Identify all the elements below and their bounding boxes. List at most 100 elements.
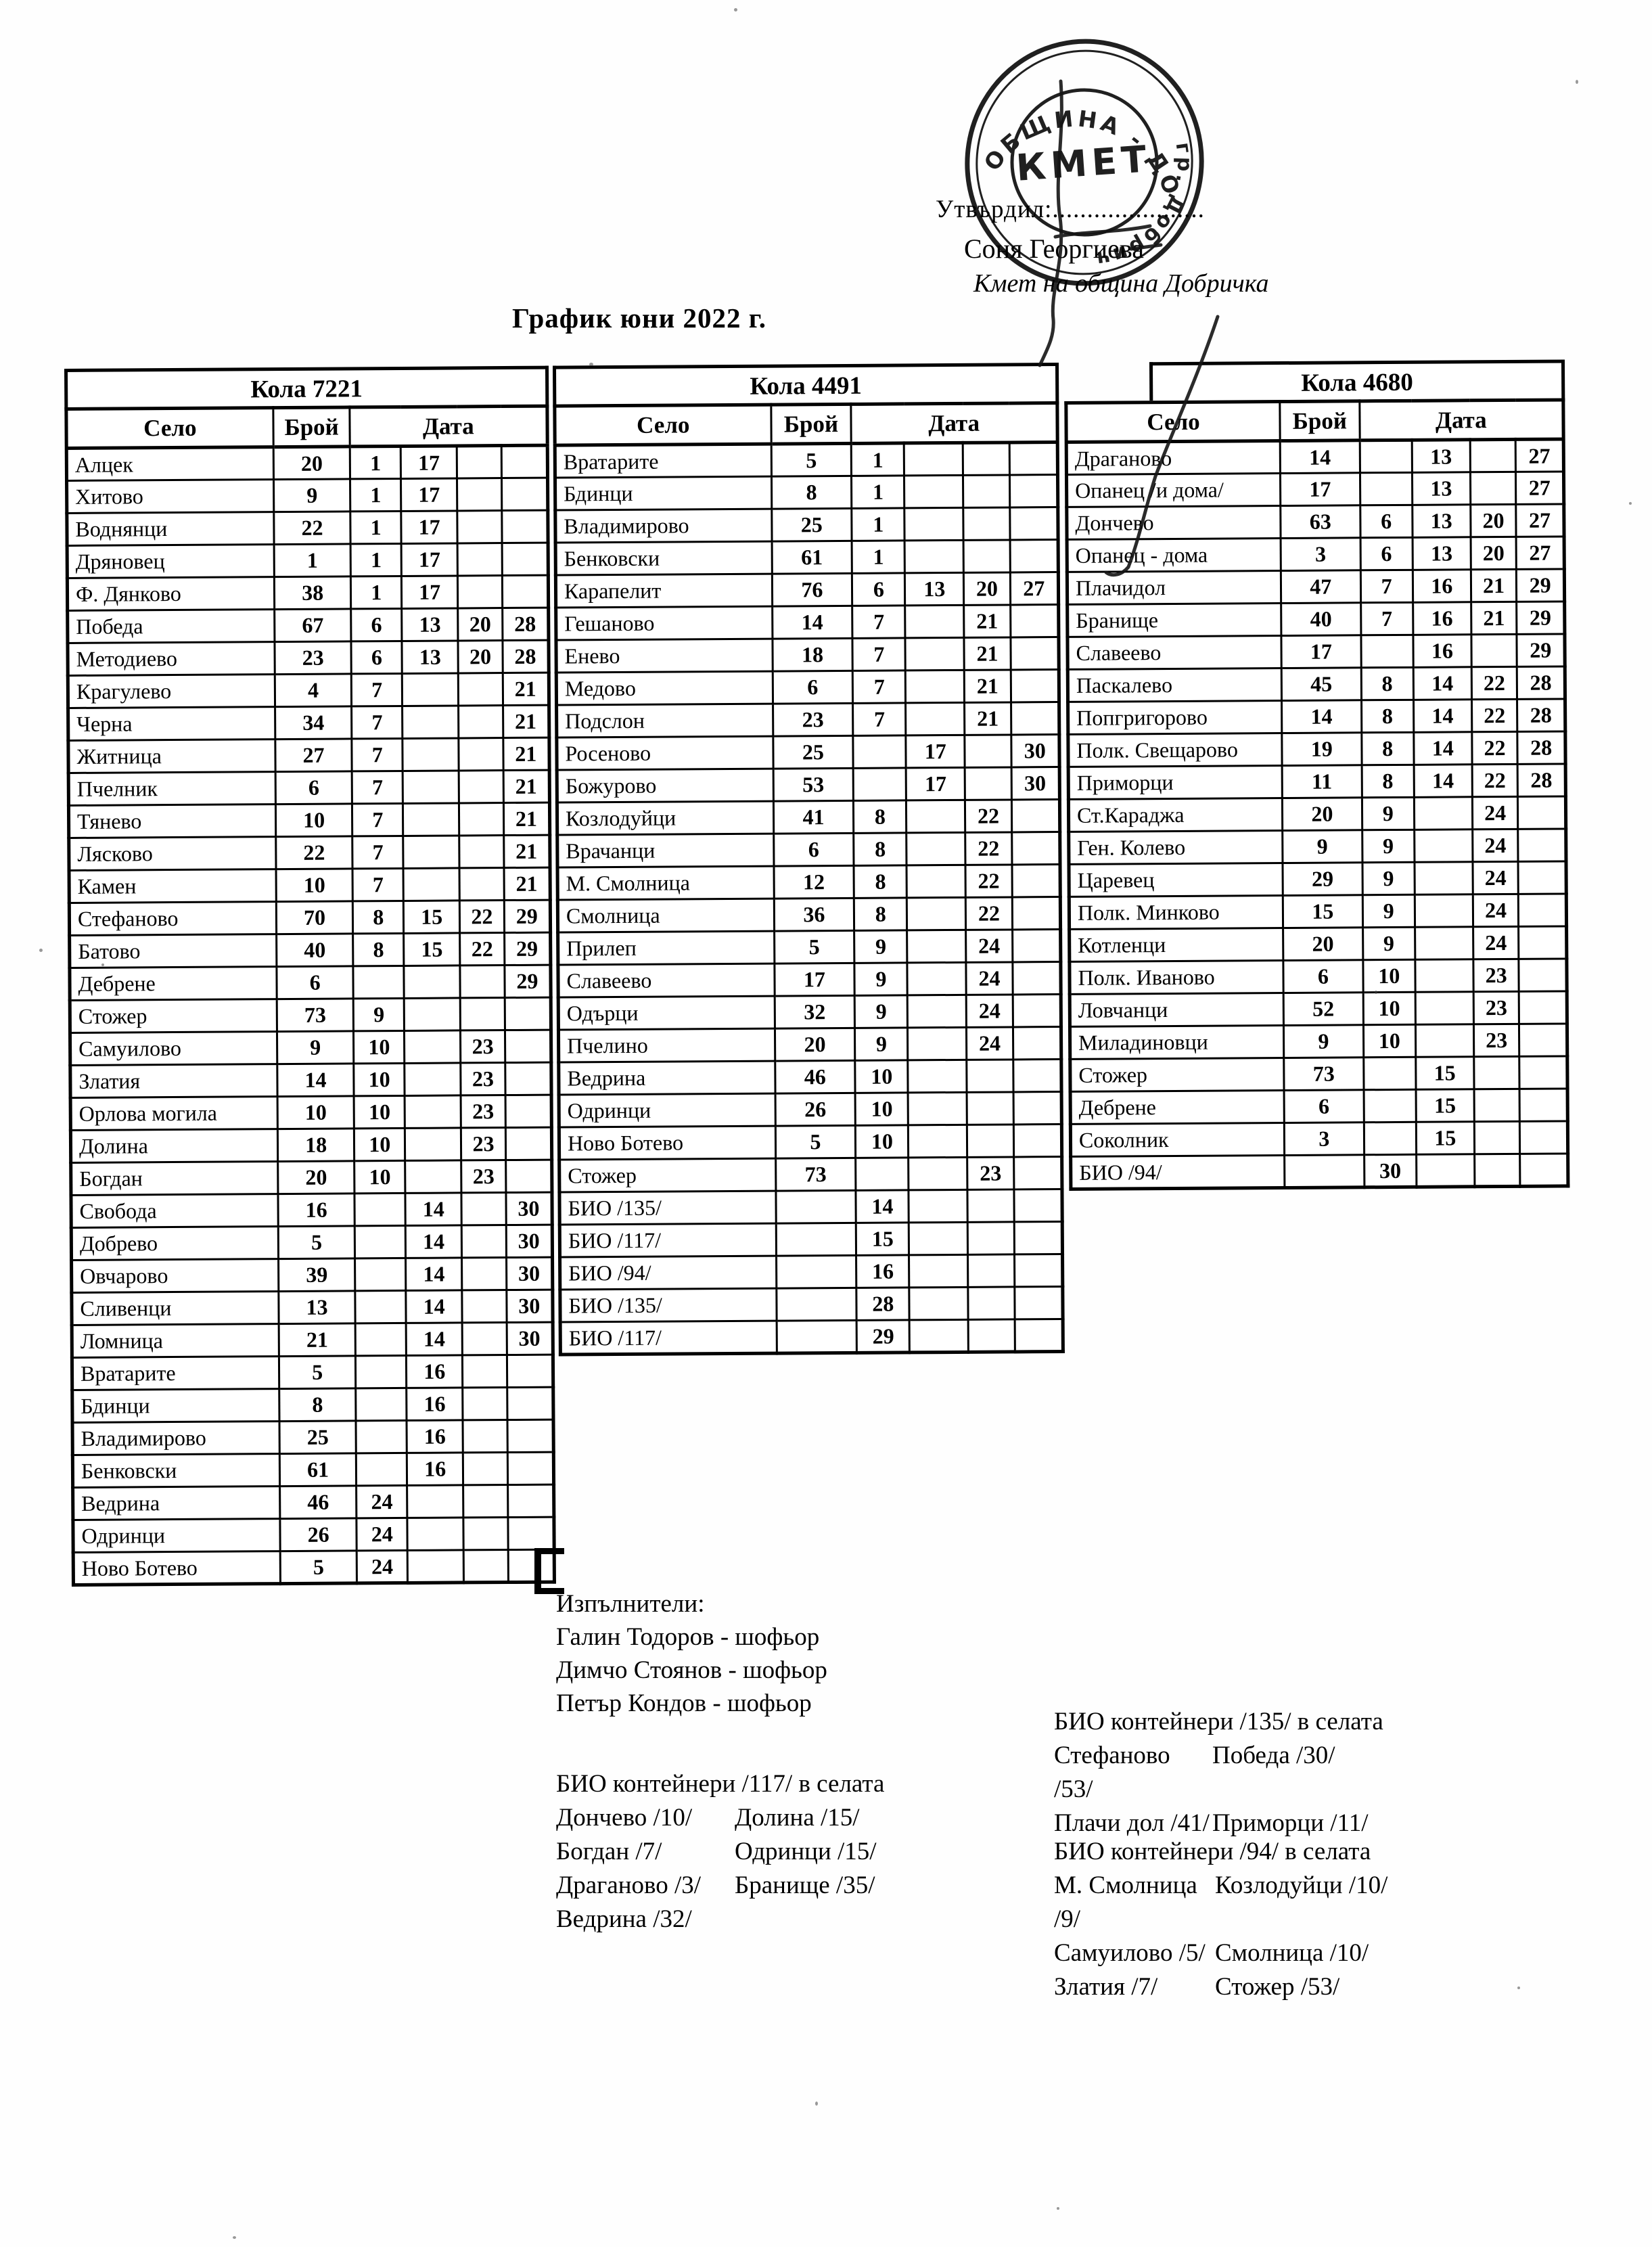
village-cell: Подслон (556, 704, 773, 738)
date-cell (1363, 1057, 1416, 1090)
table-row: Стефаново 70 8 15 22 29 (69, 900, 551, 936)
date-cell: 29 (856, 1319, 910, 1353)
date-cell: 9 (854, 962, 908, 996)
table-row: Камен 10 7 21 (69, 867, 551, 903)
village-cell: Бдинци (555, 476, 772, 511)
date-cell (501, 510, 549, 543)
date-cell: 7 (352, 868, 404, 901)
date-cell (968, 1286, 1015, 1320)
date-cell (501, 478, 548, 511)
village-cell: Опанец /и дома/ (1066, 473, 1281, 507)
count-cell: 3 (1284, 1122, 1364, 1156)
date-cell (507, 1355, 553, 1388)
count-cell: 76 (771, 573, 853, 607)
bio-item-left: Стефаново /53/ (1054, 1742, 1170, 1803)
table-row: Енево 18 7 21 (555, 637, 1059, 673)
table-row: Плачидол 47 7 16 21 29 (1067, 568, 1565, 605)
table-row: Одринци 26 10 (559, 1091, 1062, 1128)
date-cell: 27 (1515, 438, 1564, 472)
village-cell: Самуилово (70, 1031, 277, 1066)
count-cell: 3 (1281, 537, 1361, 571)
date-cell (354, 1193, 406, 1226)
village-cell: Славеево (1067, 635, 1282, 670)
table-row: Соколник 3 15 (1070, 1120, 1568, 1157)
date-cell: 23 (461, 1062, 505, 1095)
count-cell: 18 (277, 1128, 355, 1162)
table-row: Воднянци 22 1 17 (66, 510, 549, 546)
date-cell (904, 475, 964, 508)
table-row: БИО /94/30 (1070, 1153, 1568, 1189)
date-cell: 22 (965, 896, 1013, 930)
schedule-table: Село Брой Дата Драганово 14 13 27 Опанец /и дом… (1064, 398, 1570, 1191)
count-cell: 14 (277, 1063, 354, 1097)
count-cell: 15 (1283, 894, 1363, 928)
date-cell: 20 (457, 608, 503, 641)
count-cell (1284, 1154, 1364, 1188)
village-cell: Бенковски (555, 541, 772, 576)
date-cell: 15 (1415, 1089, 1475, 1122)
table-row: Сливенци 13 14 30 (71, 1290, 553, 1325)
date-cell: 21 (503, 770, 550, 803)
bio-item-left: Златия /7/ (1054, 1973, 1158, 2001)
date-cell: 1 (350, 511, 402, 544)
date-cell (904, 507, 964, 541)
date-cell: 17 (906, 767, 965, 800)
date-cell: 1 (852, 540, 905, 574)
count-cell: 14 (1280, 440, 1360, 474)
date-cell (1010, 604, 1059, 637)
date-cell: 22 (459, 932, 505, 966)
date-cell (967, 1221, 1015, 1255)
date-cell: 10 (855, 1060, 909, 1093)
date-cell: 10 (1362, 959, 1415, 993)
date-cell: 27 (1516, 503, 1565, 537)
date-cell (905, 637, 965, 671)
date-cell (909, 1319, 969, 1353)
village-cell: Приморци (1068, 765, 1283, 800)
village-cell: Ново Ботево (559, 1126, 776, 1160)
village-cell: Божурово (557, 769, 773, 803)
date-cell (405, 1127, 461, 1161)
count-cell: 32 (774, 995, 855, 1029)
count-cell: 38 (274, 576, 352, 610)
bio-item-right: Приморци /11/ (1212, 1809, 1369, 1837)
date-cell: 30 (506, 1257, 553, 1290)
date-cell (463, 1517, 508, 1550)
village-cell: Врачанци (557, 834, 774, 868)
bio-heading: БИО контейнери /94/ в селата (1054, 1838, 1371, 1865)
date-cell (1012, 994, 1061, 1027)
date-cell (1010, 669, 1059, 702)
bio-item-left: Богдан /7/ (556, 1838, 662, 1865)
table-row: Котленци 20 9 24 (1069, 926, 1567, 962)
village-cell: Камен (69, 869, 277, 903)
date-cell (504, 997, 551, 1030)
date-cell: 14 (1413, 764, 1473, 798)
date-cell: 30 (1364, 1154, 1417, 1187)
date-cell: 16 (406, 1387, 463, 1421)
approval-name: Соня Георгиева (964, 233, 1144, 264)
count-cell: 9 (1283, 1024, 1364, 1058)
date-cell: 8 (1360, 667, 1414, 700)
date-cell: 23 (1473, 1024, 1520, 1057)
bio-item-right: Победа /30/ (1212, 1742, 1335, 1769)
date-cell (907, 962, 967, 995)
date-cell (1363, 1089, 1417, 1122)
bio-item-left: Плачи дол /41/ (1054, 1809, 1210, 1837)
date-cell (909, 1254, 969, 1288)
date-cell: 23 (460, 1030, 505, 1063)
date-cell (967, 1189, 1014, 1223)
count-cell: 20 (1282, 797, 1362, 831)
date-cell: 17 (400, 478, 458, 512)
date-cell (457, 575, 503, 608)
date-cell: 10 (354, 1128, 405, 1161)
date-cell (1414, 861, 1473, 895)
village-cell: Полк. Свещарово (1068, 733, 1283, 767)
bio-item-left: Драганово /3/ (556, 1871, 702, 1899)
date-cell: 22 (459, 900, 505, 933)
table-row: Владимирово 25 1 (555, 507, 1059, 543)
date-cell (967, 1124, 1014, 1158)
village-cell: Одринци (72, 1518, 280, 1553)
count-cell: 20 (273, 446, 350, 480)
village-cell: Ген. Колево (1068, 830, 1283, 865)
date-cell: 29 (1517, 601, 1565, 635)
